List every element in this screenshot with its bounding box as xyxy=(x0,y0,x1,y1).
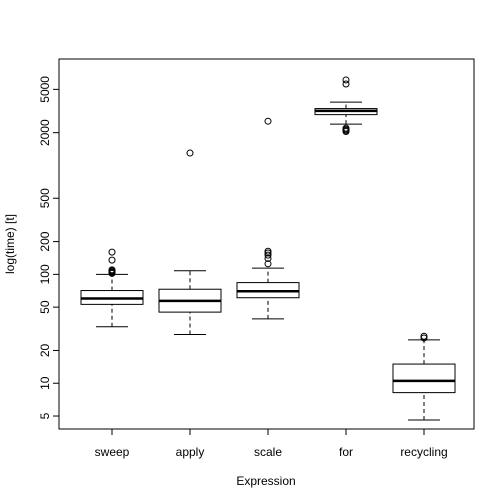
y-axis-title: log(time) [t] xyxy=(3,214,17,274)
x-tick-label: sweep xyxy=(95,445,130,459)
x-axis-title: Expression xyxy=(236,474,295,488)
x-tick-label: apply xyxy=(176,445,205,459)
outlier-point xyxy=(342,80,350,88)
box-recycling xyxy=(392,332,456,421)
outlier-point xyxy=(264,260,272,268)
outlier-point xyxy=(264,117,272,125)
y-tick-label: 5000 xyxy=(38,76,52,103)
box-scale xyxy=(236,117,300,320)
y-tick-label: 200 xyxy=(38,231,52,251)
x-tick-label: for xyxy=(339,445,353,459)
box-group xyxy=(80,76,456,421)
outlier-point xyxy=(108,266,116,274)
iqr-box xyxy=(392,363,456,394)
box-for xyxy=(314,76,378,136)
plot-frame xyxy=(58,58,475,430)
y-tick-label: 50 xyxy=(38,300,52,314)
y-axis: 5 10 20 50 100 200 500 2000 5000 xyxy=(38,76,59,419)
y-tick-label: 10 xyxy=(38,376,52,390)
outlier-point xyxy=(264,254,272,262)
x-tick-label: scale xyxy=(254,445,282,459)
outlier-point xyxy=(108,248,116,256)
outlier-point xyxy=(342,124,350,132)
y-tick-label: 100 xyxy=(38,264,52,284)
outlier-point xyxy=(264,247,272,255)
y-tick-label: 20 xyxy=(38,343,52,357)
y-tick-label: 500 xyxy=(38,188,52,208)
box-apply xyxy=(158,149,222,336)
outlier-point xyxy=(108,256,116,264)
x-axis: sweep apply scale for recycling xyxy=(95,429,448,459)
outlier-point xyxy=(420,332,428,340)
x-tick-label: recycling xyxy=(400,445,447,459)
y-tick-label: 2000 xyxy=(38,119,52,146)
y-tick-label: 5 xyxy=(38,412,52,419)
outlier-point xyxy=(264,251,272,259)
outlier-point xyxy=(342,76,350,84)
box-sweep xyxy=(80,248,144,328)
outlier-point xyxy=(186,149,194,157)
